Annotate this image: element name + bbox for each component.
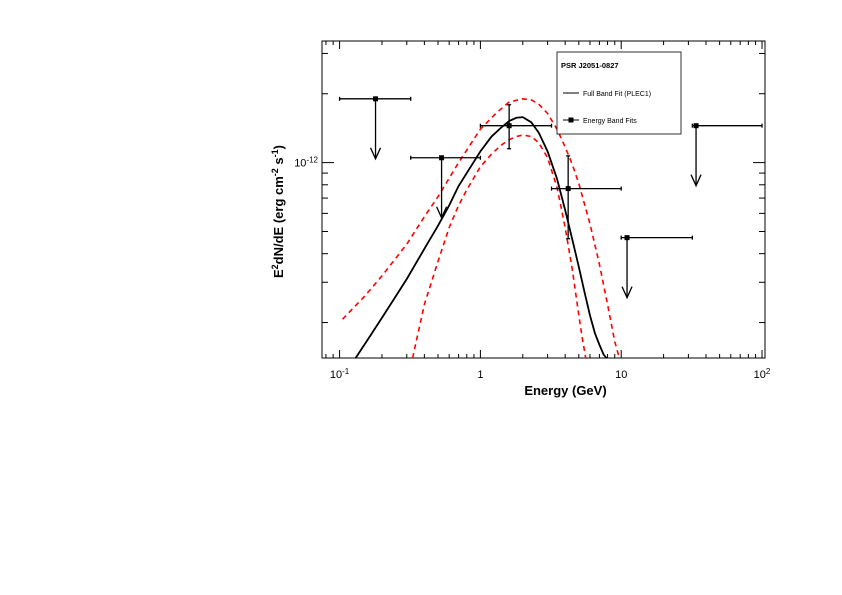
upper-limit-arrow — [435, 206, 448, 220]
full-band-fit-curve — [354, 116, 608, 358]
upper-limit-marker — [439, 155, 445, 161]
upper-limit-marker — [624, 235, 630, 241]
axis-minor-ticks — [322, 41, 765, 358]
plot-frame — [321, 40, 766, 359]
upper-limit-marker — [693, 123, 699, 129]
y-axis-label: E2dN/dE (erg cm-2 s-1) — [270, 145, 286, 278]
legend-label-full-band-fit: Full Band Fit (PLEC1) — [583, 91, 651, 98]
x-axis-tick-labels: 10-1 1 10 102 — [330, 367, 771, 382]
y-label-mid2: s — [271, 157, 286, 168]
y-tick-label: 10-12 — [294, 155, 318, 170]
y-label-mid: dN/dE (erg cm — [271, 176, 286, 264]
y-label-sup3: -1 — [270, 149, 280, 157]
upper-limit-arrow — [369, 147, 382, 161]
data-point-marker — [565, 186, 571, 192]
curves — [342, 98, 621, 358]
x-tick-label: 10 — [615, 369, 627, 381]
x-tick-label: 1 — [477, 369, 483, 381]
legend-label-energy-band-fits: Energy Band Fits — [583, 118, 637, 125]
upper-limit-arrow — [621, 286, 633, 300]
legend: PSR J2051-0827 Full Band Fit (PLEC1) Ene… — [556, 51, 682, 135]
upper-confidence-curve — [342, 98, 621, 358]
x-tick-label: 10-1 — [330, 367, 350, 382]
legend-title: PSR J2051-0827 — [561, 61, 619, 70]
x-axis-label: Energy (GeV) — [524, 383, 606, 398]
legend-marker-swatch — [568, 117, 574, 123]
upper-limit-marker — [373, 96, 379, 102]
y-label-sup1: 2 — [270, 264, 280, 269]
data-point-marker — [506, 123, 512, 129]
x-tick-label: 102 — [754, 367, 771, 382]
upper-limit-arrow — [690, 174, 702, 188]
y-label-base: E — [271, 269, 286, 278]
energy-band-points — [338, 96, 763, 300]
y-label-end: ) — [271, 145, 286, 149]
y-axis-tick-labels: 10-12 — [294, 155, 318, 170]
y-label-sup2: -2 — [270, 168, 280, 176]
lower-confidence-curve — [411, 134, 587, 358]
